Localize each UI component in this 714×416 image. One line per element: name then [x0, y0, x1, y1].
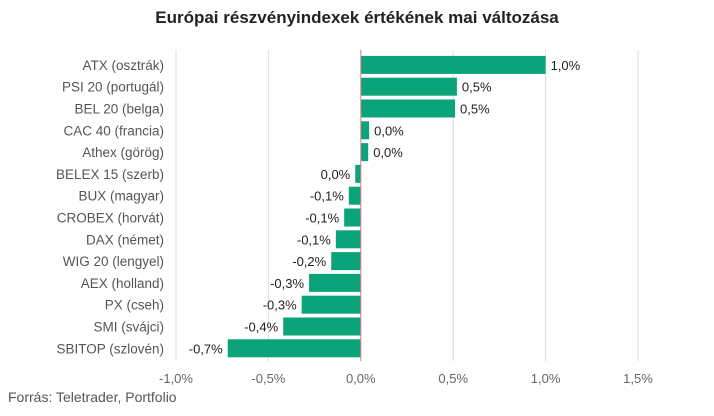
category-label: BEL 20 (belga) [74, 102, 164, 117]
x-tick-label: 0,0% [346, 371, 376, 386]
category-label: PSI 20 (portugál) [62, 80, 164, 95]
data-label: -0,1% [297, 232, 331, 247]
bar [360, 121, 370, 140]
bar [360, 55, 546, 74]
category-label: BELEX 15 (szerb) [56, 167, 164, 182]
category-label: CROBEX (horvát) [57, 211, 164, 226]
category-label: DAX (német) [86, 232, 164, 247]
bar [360, 77, 457, 96]
bar [355, 164, 361, 183]
bar [344, 208, 361, 227]
data-label: 0,0% [373, 145, 403, 160]
gridlines [175, 50, 639, 362]
category-label: Athex (görög) [82, 145, 164, 160]
data-label: 0,0% [374, 123, 404, 138]
x-tick-label: -1,0% [159, 371, 193, 386]
category-label: PX (cseh) [105, 298, 164, 313]
category-label: SMI (svájci) [94, 320, 165, 335]
x-tick-label: 1,5% [623, 371, 653, 386]
data-label: 1,0% [551, 58, 581, 73]
data-label: -0,4% [244, 320, 278, 335]
bar [348, 186, 361, 205]
data-label: -0,7% [189, 341, 223, 356]
x-tick-label: 0,5% [438, 371, 468, 386]
data-label: 0,5% [462, 80, 492, 95]
bar [283, 317, 361, 336]
data-label: -0,1% [305, 211, 339, 226]
data-label: -0,3% [263, 298, 297, 313]
x-tick-label: 1,0% [531, 371, 561, 386]
bars [227, 55, 546, 358]
category-label: SBITOP (szlovén) [56, 341, 164, 356]
category-label: ATX (osztrák) [82, 58, 164, 73]
value-labels: 1,0% 0,5% 0,5% 0,0% 0,0% 0,0% -0,1% -0,1% -0,1% -… [189, 58, 581, 356]
bar [309, 273, 361, 292]
x-axis-tick-labels: -1,0% -0,5% 0,0% 0,5% 1,0% 1,5% [159, 371, 653, 386]
category-label: BUX (magyar) [78, 189, 164, 204]
bar [360, 143, 369, 162]
category-label: WIG 20 (lengyel) [63, 254, 164, 269]
x-tick-label: -0,5% [251, 371, 285, 386]
data-label: 0,0% [321, 167, 351, 182]
bar [360, 99, 456, 118]
bar [227, 339, 361, 358]
data-label: -0,2% [292, 254, 326, 269]
category-label: CAC 40 (francia) [63, 123, 164, 138]
bar [331, 252, 361, 271]
data-label: -0,3% [270, 276, 304, 291]
data-label: -0,1% [310, 189, 344, 204]
bar [335, 230, 361, 249]
category-label: AEX (holland) [81, 276, 164, 291]
chart-title: Európai részvényindexek értékének mai vá… [155, 8, 559, 27]
data-label: 0,5% [460, 102, 490, 117]
category-labels: ATX (osztrák) PSI 20 (portugál) BEL 20 (be… [56, 58, 164, 356]
bar [301, 295, 361, 314]
source-note: Forrás: Teletrader, Portfolio [8, 389, 177, 405]
